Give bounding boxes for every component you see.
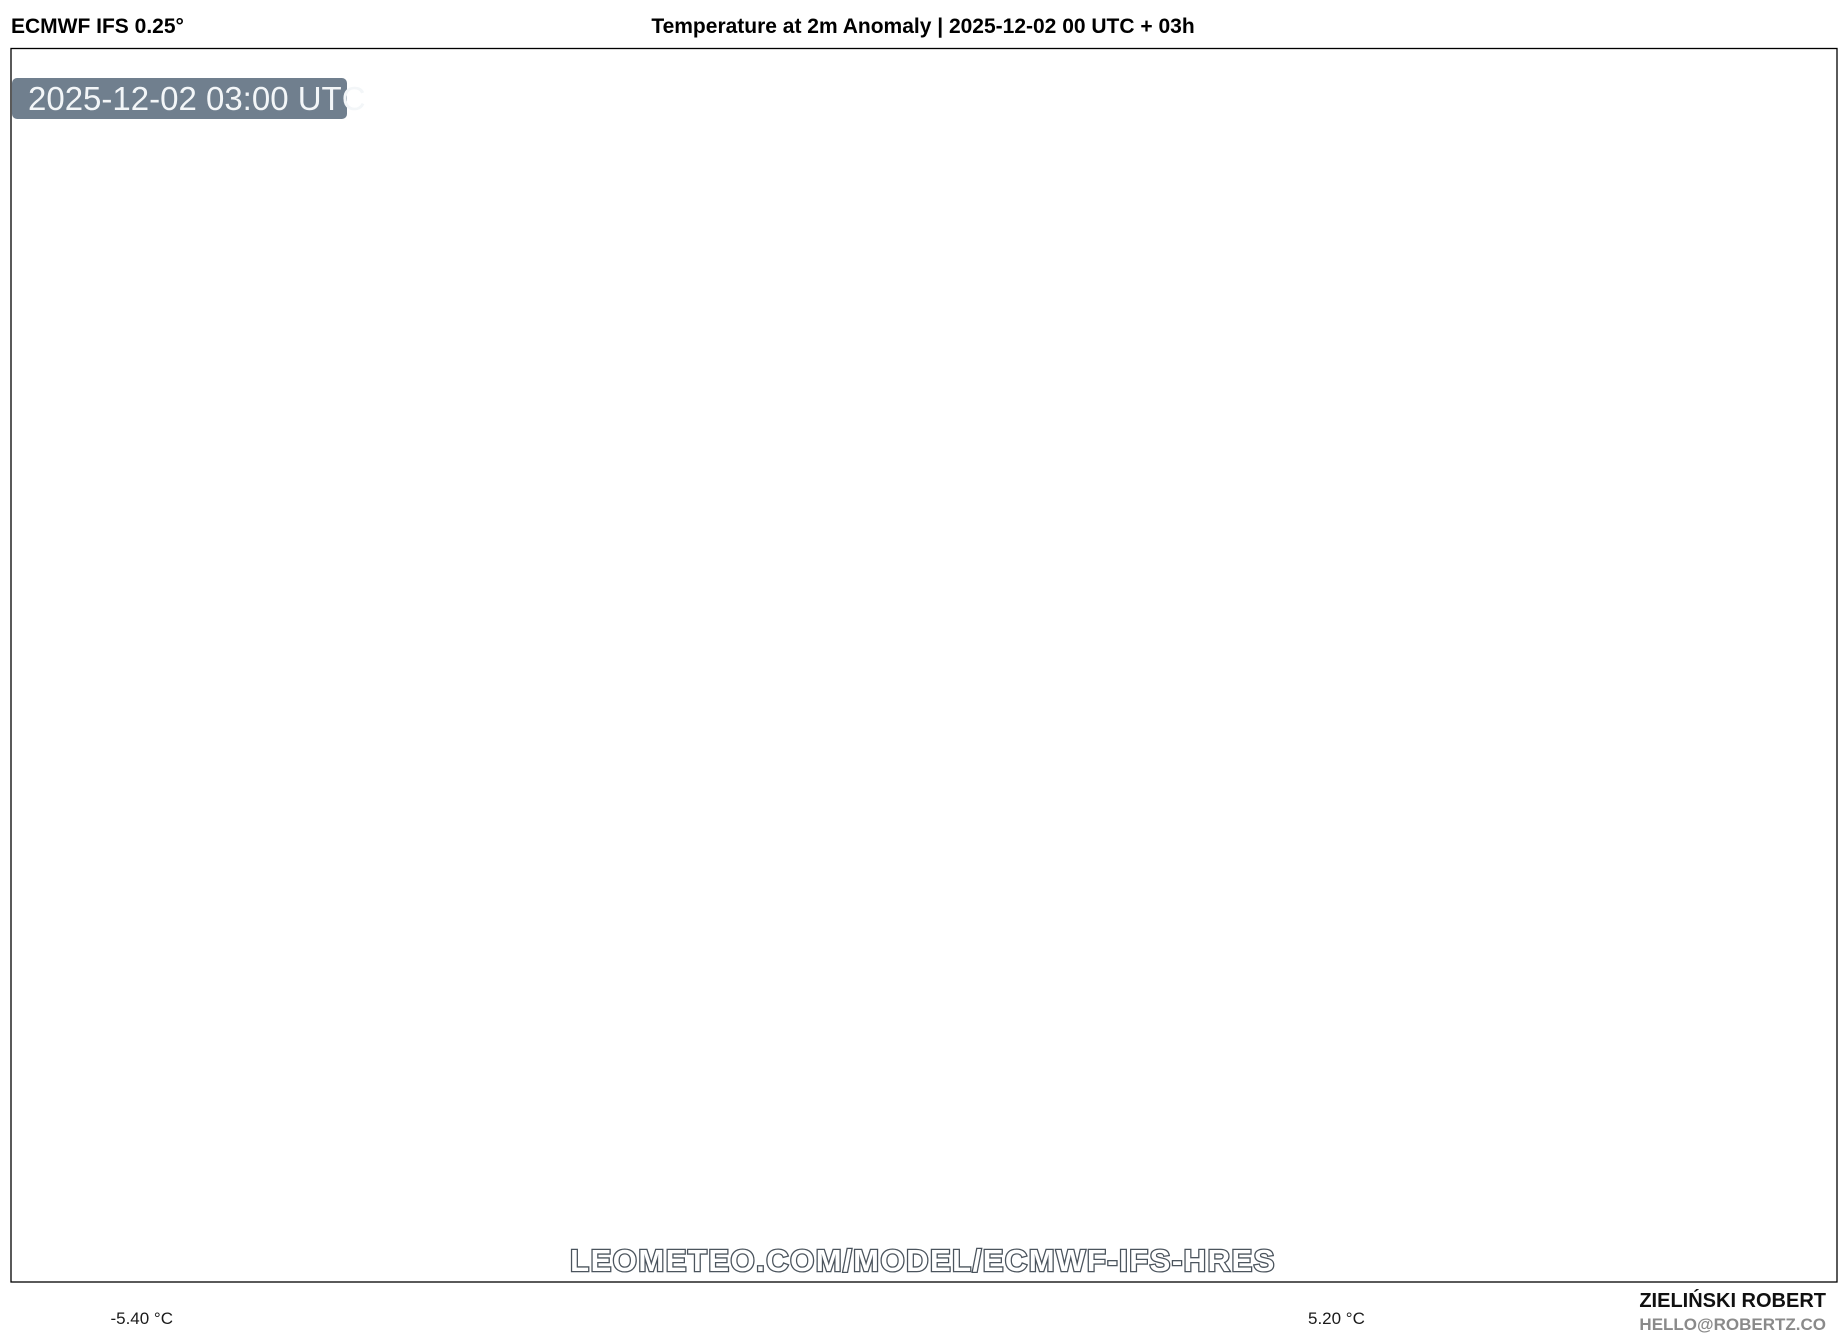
svg-text:5.20 °C: 5.20 °C xyxy=(1308,1309,1365,1328)
svg-text:LEOMETEO.COM/MODEL/ECMWF-IFS-H: LEOMETEO.COM/MODEL/ECMWF-IFS-HRES xyxy=(570,1243,1276,1278)
svg-text:ZIELIŃSKI ROBERT: ZIELIŃSKI ROBERT xyxy=(1639,1289,1826,1312)
svg-text:ECMWF IFS 0.25°: ECMWF IFS 0.25° xyxy=(11,15,184,38)
svg-text:HELLO@ROBERTZ.CO: HELLO@ROBERTZ.CO xyxy=(1639,1315,1826,1334)
svg-text:-5.40 °C: -5.40 °C xyxy=(110,1309,173,1328)
svg-text:2025-12-02 03:00 UTC: 2025-12-02 03:00 UTC xyxy=(28,80,366,117)
svg-text:Temperature at 2m Anomaly | 20: Temperature at 2m Anomaly | 2025-12-02 0… xyxy=(651,15,1194,38)
